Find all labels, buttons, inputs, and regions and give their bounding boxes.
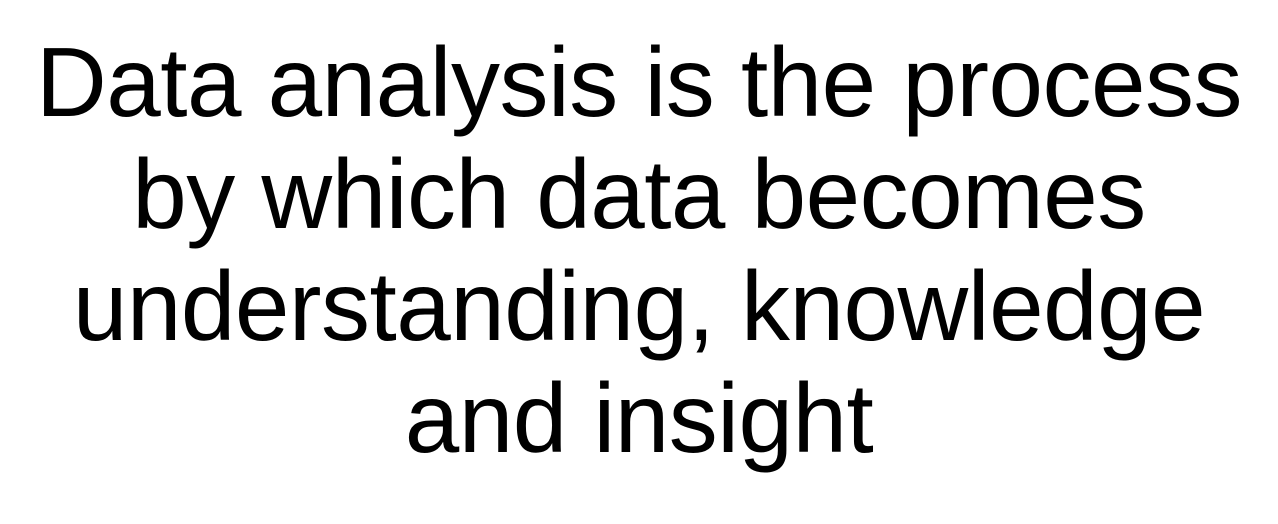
quote-line-3: understanding, knowledge: [72, 251, 1206, 361]
quote-line-4: and insight: [404, 363, 874, 473]
quote-line-2: by which data becomes: [132, 139, 1146, 249]
quote-text: Data analysis is the process by which da…: [0, 26, 1278, 474]
quote-line-1: Data analysis is the process: [35, 27, 1243, 137]
